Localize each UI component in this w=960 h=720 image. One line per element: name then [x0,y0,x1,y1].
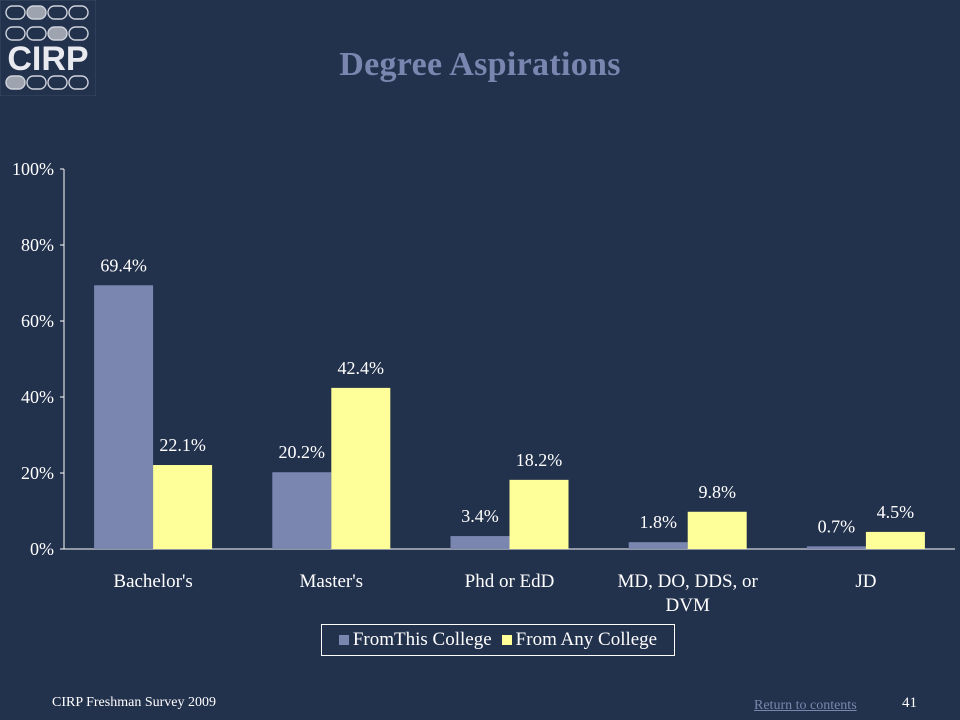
legend-item-series-2: From Any College [501,629,658,651]
logo-text: CIRP [7,40,88,78]
logo-dot [68,5,89,20]
bar-series-2-2 [509,479,569,549]
y-tick-label: 0% [30,539,54,559]
return-to-contents-link[interactable]: Return to contents [754,698,857,713]
y-tick-label: 100% [12,159,54,179]
logo-dot [47,26,68,41]
footer-survey-name: CIRP Freshman Survey 2009 [52,695,216,710]
legend-swatch-series-2 [501,635,512,645]
data-label-series-1-0: 69.4% [100,255,147,275]
data-label-series-2-1: 42.4% [338,358,385,378]
data-label-series-1-3: 1.8% [639,512,677,532]
logo-dot [26,5,47,20]
bar-series-1-2 [450,536,510,549]
logo-dot [26,75,47,90]
data-label-series-1-2: 3.4% [461,506,499,526]
y-tick-label: 60% [21,311,54,331]
logo-dot [68,26,89,41]
x-tick-label: JD [855,571,876,592]
data-label-series-2-3: 9.8% [698,482,736,502]
logo-dot [5,5,26,20]
page-number: 41 [902,695,917,711]
bar-series-1-0 [94,285,154,549]
y-tick-label: 20% [21,463,54,483]
bar-series-2-0 [153,465,213,549]
x-tick-label: Phd or EdD [465,571,555,592]
bar-series-2-1 [331,387,391,549]
data-label-series-2-0: 22.1% [159,435,206,455]
chart-legend: FromThis College From Any College [321,624,675,656]
x-tick-label: Master's [300,571,364,592]
logo-dot [68,75,89,90]
bar-series-2-3 [687,511,747,549]
logo-dot [47,75,68,90]
cirp-logo: CIRP [0,0,96,96]
logo-dot [26,26,47,41]
y-tick-label: 80% [21,235,54,255]
bar-series-1-4 [806,546,866,549]
x-tick-label: DVM [666,595,710,616]
bar-series-2-4 [865,531,925,549]
x-tick-label: Bachelor's [113,571,192,592]
data-label-series-1-1: 20.2% [279,442,326,462]
slide-title: Degree Aspirations [339,46,621,83]
bar-series-1-1 [272,472,332,549]
x-tick-label: MD, DO, DDS, or [617,571,758,592]
bar-series-1-3 [628,542,688,549]
data-label-series-2-2: 18.2% [516,450,563,470]
legend-swatch-series-1 [338,635,349,645]
legend-label-series-1: FromThis College [352,629,492,650]
logo-dot [5,75,26,90]
data-label-series-2-4: 4.5% [877,502,915,522]
y-tick-label: 40% [21,387,54,407]
logo-dot [5,26,26,41]
legend-item-series-1: FromThis College [338,629,492,651]
logo-dot [47,5,68,20]
legend-label-series-2: From Any College [515,629,658,650]
data-label-series-1-4: 0.7% [818,516,856,536]
